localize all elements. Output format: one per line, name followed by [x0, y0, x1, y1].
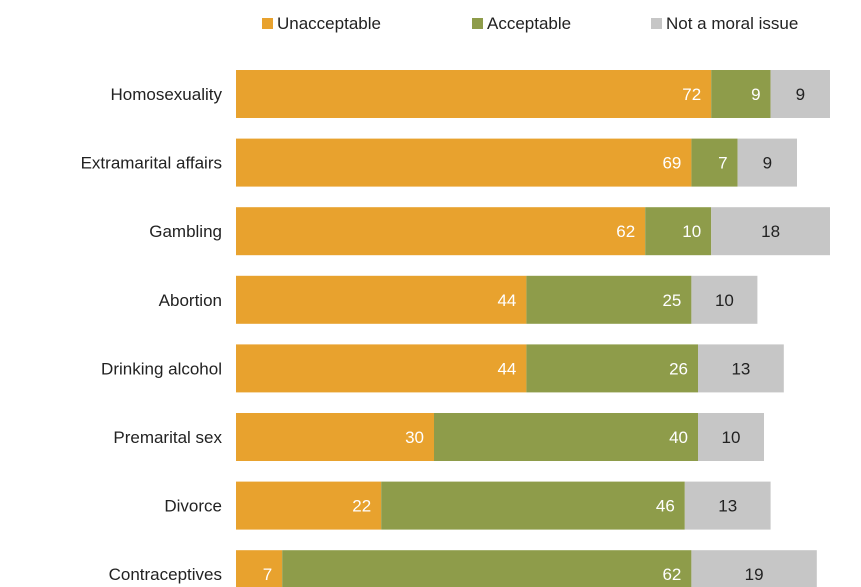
- bar-segment-unacceptable: [236, 70, 712, 118]
- bar-segment-acceptable: [282, 550, 692, 587]
- value-label-unacceptable: 69: [662, 154, 681, 173]
- bar-segment-not-a-moral-issue: [691, 550, 817, 587]
- value-label-not-a-moral-issue: 13: [718, 497, 737, 516]
- bar-segment-acceptable: [645, 207, 712, 256]
- bar-segment-unacceptable: [236, 413, 434, 461]
- bar-segment-not-a-moral-issue: [698, 413, 764, 461]
- bar-segment-acceptable: [691, 138, 738, 187]
- bar-segment-not-a-moral-issue: [698, 344, 784, 393]
- value-label-acceptable: 26: [669, 359, 688, 378]
- category-label: Divorce: [164, 497, 222, 516]
- legend: Unacceptable Acceptable Not a moral issue: [262, 14, 798, 33]
- value-label-acceptable: 25: [662, 291, 681, 310]
- legend-swatch-not-a-moral-issue: [651, 18, 662, 29]
- category-label: Homosexuality: [111, 85, 223, 104]
- bar-segment-not-a-moral-issue: [711, 207, 830, 256]
- value-label-unacceptable: 7: [263, 565, 272, 584]
- category-label: Contraceptives: [109, 565, 222, 584]
- value-label-acceptable: 9: [751, 85, 760, 104]
- legend-label-not-a-moral-issue: Not a moral issue: [666, 14, 798, 33]
- value-label-acceptable: 10: [682, 222, 701, 241]
- value-label-acceptable: 40: [669, 428, 688, 447]
- value-label-not-a-moral-issue: 9: [763, 154, 772, 173]
- bar-segment-unacceptable: [236, 275, 527, 324]
- bar-segment-acceptable: [434, 413, 698, 461]
- bars: 72 9 9 69 7 9 62 10 18 44 25 10 44 26 13 30 40 10 22 46 13 7 6…: [236, 70, 830, 587]
- value-label-acceptable: 7: [718, 154, 727, 173]
- bar-segment-not-a-moral-issue: [737, 138, 797, 187]
- value-label-not-a-moral-issue: 10: [715, 291, 734, 310]
- bar-segment-unacceptable: [236, 207, 646, 256]
- value-label-unacceptable: 72: [682, 85, 701, 104]
- value-label-unacceptable: 62: [616, 222, 635, 241]
- bar-segment-unacceptable: [236, 550, 283, 587]
- value-label-not-a-moral-issue: 10: [722, 428, 741, 447]
- value-label-unacceptable: 44: [497, 359, 516, 378]
- value-label-not-a-moral-issue: 19: [745, 565, 764, 584]
- bar-segment-not-a-moral-issue: [770, 70, 830, 118]
- value-label-unacceptable: 30: [405, 428, 424, 447]
- legend-label-acceptable: Acceptable: [487, 14, 571, 33]
- legend-swatch-unacceptable: [262, 18, 273, 29]
- bar-segment-acceptable: [711, 70, 771, 118]
- bar-segment-unacceptable: [236, 138, 692, 187]
- bar-segment-unacceptable: [236, 344, 527, 393]
- value-label-not-a-moral-issue: 13: [731, 359, 750, 378]
- bar-segment-acceptable: [381, 481, 685, 530]
- bar-segment-acceptable: [526, 344, 698, 393]
- value-label-not-a-moral-issue: 9: [796, 85, 805, 104]
- value-label-acceptable: 46: [656, 497, 675, 516]
- legend-label-unacceptable: Unacceptable: [277, 14, 381, 33]
- bar-segment-not-a-moral-issue: [684, 481, 771, 530]
- category-label: Gambling: [149, 222, 222, 241]
- bar-segment-not-a-moral-issue: [691, 275, 758, 324]
- value-label-acceptable: 62: [662, 565, 681, 584]
- category-label: Extramarital affairs: [81, 154, 222, 173]
- bar-segment-unacceptable: [236, 481, 382, 530]
- category-labels: Homosexuality Extramarital affairs Gamblin…: [81, 85, 223, 584]
- bar-segment-acceptable: [526, 275, 692, 324]
- value-label-unacceptable: 44: [497, 291, 516, 310]
- category-label: Drinking alcohol: [101, 359, 222, 378]
- category-label: Abortion: [159, 291, 222, 310]
- category-label: Premarital sex: [113, 428, 222, 447]
- value-label-unacceptable: 22: [352, 497, 371, 516]
- value-label-not-a-moral-issue: 18: [761, 222, 780, 241]
- legend-swatch-acceptable: [472, 18, 483, 29]
